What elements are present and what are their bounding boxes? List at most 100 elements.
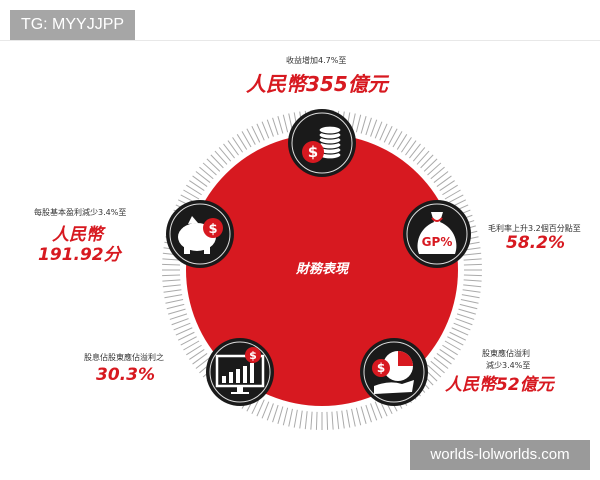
tick-mark [374, 121, 383, 139]
tick-mark [241, 131, 252, 148]
tick-mark [430, 360, 445, 374]
tick-mark [463, 252, 482, 256]
tick-mark [315, 411, 318, 430]
monitor-chart-icon: $ [206, 338, 274, 406]
tick-mark [430, 166, 445, 180]
tick-mark [162, 279, 181, 282]
tick-mark [195, 171, 211, 183]
tick-mark [365, 404, 372, 423]
tick-mark [227, 140, 239, 156]
tick-mark [331, 411, 334, 430]
tick-mark [433, 171, 449, 183]
tick-mark [458, 308, 476, 315]
tick-mark [177, 331, 195, 341]
tick-mark [232, 137, 244, 153]
tick-mark [388, 128, 398, 145]
gross-margin-caption: 毛利率上升3.2個百分點至 [488, 224, 581, 233]
tick-mark [444, 189, 461, 200]
tick-mark [288, 408, 293, 427]
tick-mark [180, 336, 197, 346]
dividend-value: 30.3% [96, 365, 155, 385]
tick-mark [416, 150, 430, 165]
money-bag-gp-icon: GP% [403, 200, 471, 268]
tick-mark [392, 131, 403, 148]
tick-mark [218, 147, 232, 162]
tick-mark [183, 340, 200, 351]
tick-mark [336, 411, 340, 430]
svg-text:$: $ [208, 222, 217, 237]
tick-mark [462, 289, 481, 293]
dividend-caption: 股息佔股東應佔溢利之 [84, 353, 164, 362]
gp-percent-text: GP% [422, 235, 453, 249]
tick-mark [459, 303, 478, 310]
tick-mark [189, 180, 205, 192]
tick-mark [202, 162, 217, 176]
tick-mark [409, 143, 421, 159]
tick-mark [436, 175, 452, 187]
tick-mark [171, 318, 189, 326]
tick-mark [223, 143, 235, 159]
tick-mark [165, 299, 184, 304]
tick-mark [169, 313, 188, 320]
tick-mark [360, 116, 367, 134]
tick-mark [463, 263, 482, 266]
tick-mark [439, 180, 455, 192]
divider [0, 40, 600, 41]
eps-value: 人民幣 [52, 225, 103, 245]
tick-mark [365, 117, 372, 136]
tick-mark [355, 407, 362, 426]
center-red-circle [186, 134, 458, 406]
tick-mark [383, 125, 393, 143]
tick-mark [436, 353, 452, 365]
tick-mark [455, 318, 473, 326]
tg-label: TG: MYYJJPP [10, 10, 135, 40]
tick-mark [277, 406, 284, 424]
tick-mark [451, 327, 469, 336]
tick-mark [189, 348, 205, 360]
tick-mark [164, 294, 183, 299]
tick-mark [463, 274, 482, 277]
tick-mark [266, 403, 274, 421]
tick-mark [444, 340, 461, 351]
tick-mark [412, 147, 426, 162]
tick-mark [351, 408, 356, 427]
tick-mark [192, 353, 208, 365]
tick-mark [360, 406, 367, 424]
tick-mark [427, 364, 442, 378]
tick-mark [400, 137, 412, 153]
tick-mark [261, 401, 270, 419]
tick-mark [266, 119, 274, 137]
tick-mark [433, 357, 449, 369]
tick-mark [463, 284, 482, 288]
svg-text:$: $ [377, 361, 385, 375]
tick-mark [293, 409, 298, 428]
tick-mark [175, 327, 193, 336]
tick-mark [173, 322, 191, 331]
tick-mark [206, 158, 221, 172]
tick-mark [186, 344, 202, 356]
tick-mark [163, 289, 182, 293]
tick-mark [246, 128, 256, 145]
tick-mark [251, 125, 261, 143]
tick-mark [370, 119, 378, 137]
tick-mark [456, 313, 475, 320]
tick-mark [370, 403, 378, 421]
tick-mark [379, 123, 388, 141]
profit-caption: 股東應佔溢利 [482, 349, 530, 358]
tick-mark [162, 274, 181, 277]
tick-mark [195, 357, 211, 369]
profit-value: 人民幣52億元 [445, 375, 554, 395]
tick-mark [439, 348, 455, 360]
center-title: 財務表現 [295, 262, 348, 277]
tick-mark [442, 184, 458, 196]
tick-mark [272, 404, 279, 423]
tick-mark [186, 184, 202, 196]
tick-mark [460, 299, 479, 304]
svg-text:$: $ [308, 143, 318, 161]
tick-mark [236, 134, 248, 150]
tick-mark [166, 303, 185, 310]
tick-mark [162, 258, 181, 261]
tick-mark [310, 411, 313, 430]
tick-mark [282, 114, 289, 133]
